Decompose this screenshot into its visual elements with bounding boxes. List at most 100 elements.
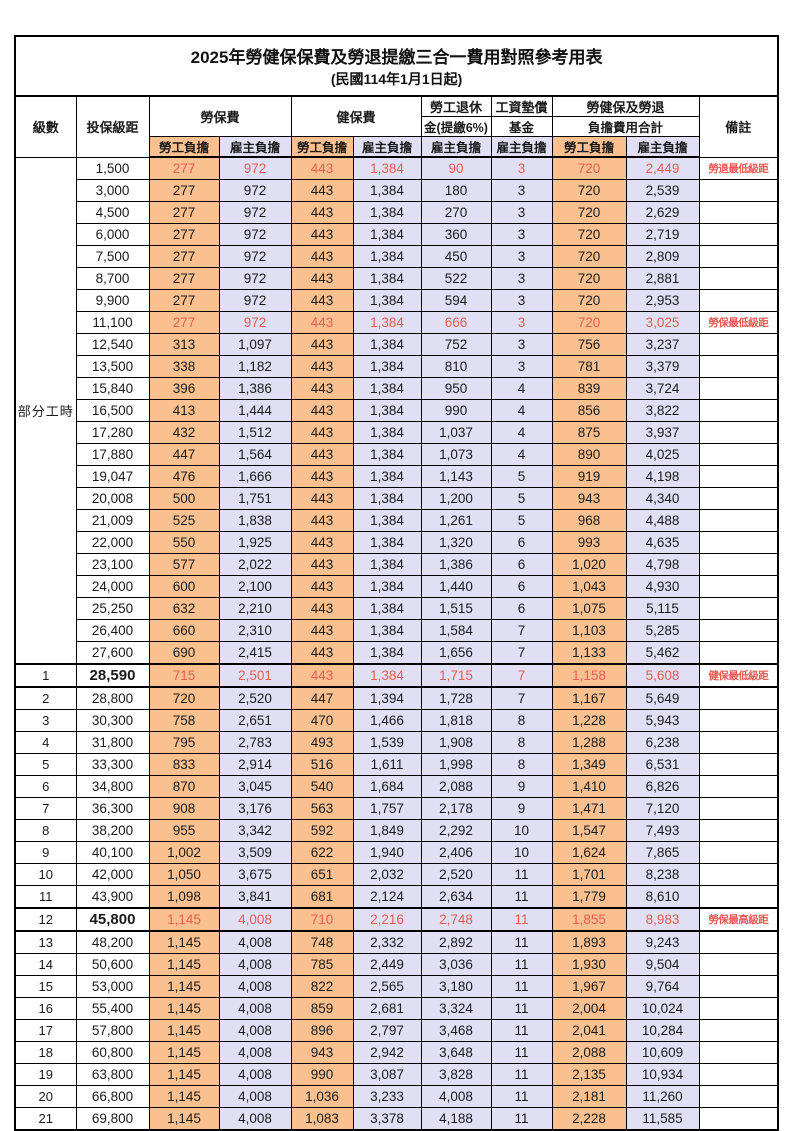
health-employer-cell: 1,684	[352, 775, 422, 798]
total-employee-cell: 2,041	[551, 1019, 627, 1042]
labor-employer-cell: 972	[218, 201, 292, 224]
table-row: 23,100 577 2,022 443 1,384 1,386 6 1,020 4,798	[15, 553, 779, 576]
salary-cell: 9,900	[75, 289, 150, 312]
labor-employee-cell: 632	[148, 597, 220, 620]
wage-fund-employer-cell: 7	[490, 619, 553, 642]
labor-employer-cell: 1,097	[218, 333, 292, 356]
level-cell: 19	[14, 1063, 77, 1086]
total-employer-cell: 7,120	[625, 797, 700, 820]
total-employer-cell: 2,449	[625, 156, 700, 180]
health-employee-cell: 651	[290, 863, 354, 886]
labor-employee-cell: 277	[148, 156, 220, 180]
health-employer-cell: 1,384	[352, 267, 422, 290]
labor-employer-cell: 2,501	[218, 663, 292, 688]
labor-employee-cell: 833	[148, 753, 220, 776]
level-cell: 6	[14, 775, 77, 798]
total-employer-cell: 5,943	[625, 709, 700, 732]
total-employee-cell: 1,471	[551, 797, 627, 820]
salary-cell: 8,700	[75, 267, 150, 290]
pension-employer-cell: 810	[420, 355, 492, 378]
total-employee-cell: 1,133	[551, 641, 627, 665]
table-row: 24,000 600 2,100 443 1,384 1,440 6 1,043 4,930	[15, 575, 779, 598]
wage-fund-employer-cell: 5	[490, 487, 553, 510]
salary-cell: 7,500	[75, 245, 150, 268]
health-employer-cell: 2,124	[352, 885, 422, 909]
part-time-merged-cell: 部分工時	[14, 156, 77, 665]
labor-employer-cell: 4,008	[218, 1107, 292, 1131]
col-header-total-line1: 勞健保及勞退	[551, 95, 700, 117]
pension-employer-cell: 1,143	[420, 465, 492, 488]
labor-employee-cell: 600	[148, 575, 220, 598]
health-employee-cell: 443	[290, 156, 354, 180]
note-cell	[698, 1041, 779, 1064]
salary-cell: 15,840	[75, 377, 150, 400]
labor-employee-cell: 277	[148, 223, 220, 246]
table-row: 部分工時 1,500 277 972 443 1,384 90 3 720 2,449 勞退最低級距	[14, 156, 779, 665]
total-employer-cell: 2,809	[625, 245, 700, 268]
total-employer-cell: 4,930	[625, 575, 700, 598]
note-cell	[698, 597, 779, 620]
level-cell: 21	[14, 1107, 77, 1131]
note-cell	[698, 355, 779, 378]
pension-employer-cell: 180	[420, 179, 492, 202]
total-employee-cell: 1,547	[551, 819, 627, 842]
labor-employer-cell: 2,022	[218, 553, 292, 576]
total-employer-cell: 5,608	[625, 663, 700, 688]
labor-employee-cell: 1,002	[148, 841, 220, 864]
level-cell: 7	[14, 797, 77, 820]
labor-employer-cell: 2,914	[218, 753, 292, 776]
total-employer-cell: 11,585	[625, 1107, 700, 1131]
health-employee-cell: 859	[290, 997, 354, 1020]
labor-employee-cell: 1,145	[148, 930, 220, 954]
salary-cell: 20,008	[75, 487, 150, 510]
salary-cell: 22,000	[75, 531, 150, 554]
health-employer-cell: 3,087	[352, 1063, 422, 1086]
note-cell	[698, 775, 779, 798]
total-employee-cell: 2,088	[551, 1041, 627, 1064]
level-cell: 4	[14, 731, 77, 754]
health-employee-cell: 443	[290, 201, 354, 224]
labor-employer-cell: 972	[218, 245, 292, 268]
salary-cell: 1,500	[75, 156, 150, 180]
table-row: 13,500 338 1,182 443 1,384 810 3 781 3,379	[15, 355, 779, 378]
salary-cell: 12,540	[75, 333, 150, 356]
pension-employer-cell: 2,892	[420, 930, 492, 954]
health-employee-cell: 443	[290, 531, 354, 554]
table-row: 20,008 500 1,751 443 1,384 1,200 5 943 4,340	[15, 487, 779, 510]
table-row: 27,600 690 2,415 443 1,384 1,656 7 1,133 5,462	[15, 641, 779, 665]
health-employer-cell: 1,384	[352, 641, 422, 665]
note-cell: 勞保最低級距	[698, 311, 779, 334]
pension-employer-cell: 522	[420, 267, 492, 290]
health-employer-cell: 1,539	[352, 731, 422, 754]
labor-employee-cell: 500	[148, 487, 220, 510]
level-cell: 16	[14, 997, 77, 1020]
labor-employee-cell: 908	[148, 797, 220, 820]
table-row: 4,500 277 972 443 1,384 270 3 720 2,629	[15, 201, 779, 224]
pension-employer-cell: 2,178	[420, 797, 492, 820]
salary-cell: 69,800	[75, 1107, 150, 1131]
salary-cell: 30,300	[75, 709, 150, 732]
labor-employer-cell: 2,210	[218, 597, 292, 620]
total-employer-cell: 10,284	[625, 1019, 700, 1042]
pension-employer-cell: 1,656	[420, 641, 492, 665]
health-employee-cell: 443	[290, 663, 354, 688]
table-row: 5 33,300 833 2,914 516 1,611 1,998 8 1,349 6,531	[14, 753, 779, 776]
labor-employer-cell: 4,008	[218, 1063, 292, 1086]
health-employee-cell: 622	[290, 841, 354, 864]
table-row: 2 28,800 720 2,520 447 1,394 1,728 7 1,167 5,649	[14, 686, 779, 710]
health-employer-cell: 1,384	[352, 465, 422, 488]
wage-fund-employer-cell: 6	[490, 553, 553, 576]
total-employee-cell: 1,043	[551, 575, 627, 598]
health-employee-cell: 710	[290, 907, 354, 932]
note-cell	[698, 619, 779, 642]
labor-employer-cell: 3,841	[218, 885, 292, 909]
health-employee-cell: 493	[290, 731, 354, 754]
labor-employee-cell: 1,098	[148, 885, 220, 909]
total-employer-cell: 5,462	[625, 641, 700, 665]
table-row: 8 38,200 955 3,342 592 1,849 2,292 10 1,547 7,493	[14, 819, 779, 842]
col-header-level: 級數	[14, 95, 77, 158]
health-employer-cell: 2,032	[352, 863, 422, 886]
health-employee-cell: 443	[290, 597, 354, 620]
note-cell	[698, 1019, 779, 1042]
table-row: 1 28,590 715 2,501 443 1,384 1,715 7 1,158 5,608 健…	[14, 663, 779, 688]
